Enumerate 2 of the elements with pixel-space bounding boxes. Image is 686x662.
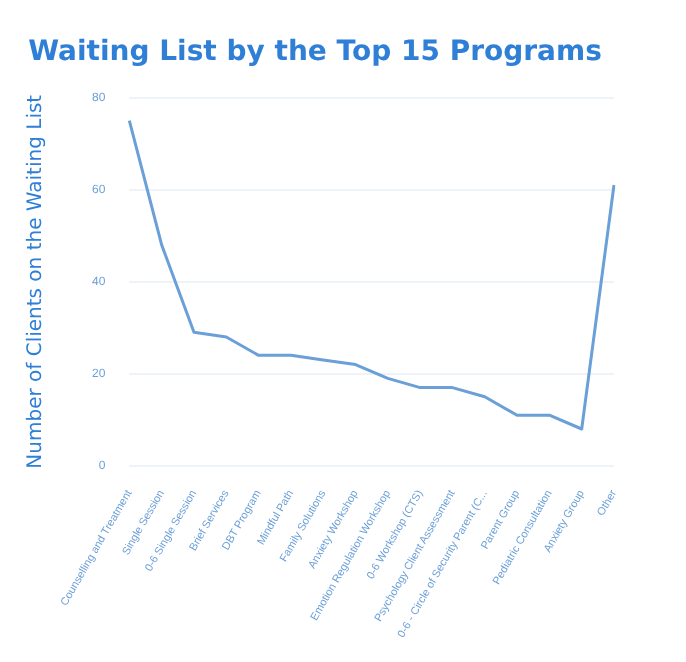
y-axis-title: Number of Clients on the Waiting List [25, 94, 48, 469]
chart-title: Waiting List by the Top 15 Programs [28, 36, 602, 69]
